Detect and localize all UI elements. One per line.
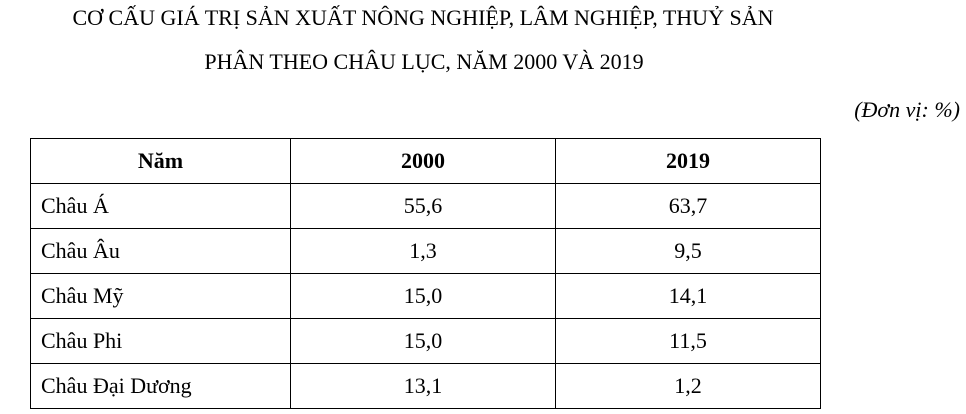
cell: 1,2	[555, 363, 821, 409]
cell: 63,7	[555, 183, 821, 229]
cell: 55,6	[290, 183, 556, 229]
header-row: Năm 2000 2019	[30, 138, 821, 184]
row-label: Châu Đại Dương	[30, 363, 291, 409]
cell: 13,1	[290, 363, 556, 409]
title: PHÂN THEO CHÂU LỤC, NĂM 2000 VÀ 2019	[204, 49, 644, 74]
cell: 11,5	[555, 318, 821, 364]
row-label: Châu Á	[30, 183, 291, 229]
table-row: Châu Âu 1,3 9,5	[30, 228, 821, 274]
cell: 9,5	[555, 228, 821, 274]
table-row: Châu Mỹ 15,0 14,1	[30, 273, 821, 319]
row-label: Châu Âu	[30, 228, 291, 274]
row-label: Châu Mỹ	[30, 273, 291, 319]
cell: 15,0	[290, 273, 556, 319]
cell: 14,1	[555, 273, 821, 319]
column-header: 2000	[290, 138, 556, 184]
column-header: Năm	[30, 138, 291, 184]
unit-note: (Đơn vị: %)	[854, 97, 960, 122]
table-row: Châu Đại Dương 13,1 1,2	[30, 363, 821, 409]
cell: 15,0	[290, 318, 556, 364]
column-header: 2019	[555, 138, 821, 184]
data-table: Năm 2000 2019 Châu Á 55,6 63,7 Châu Âu 1,3 9,5 C…	[30, 138, 821, 409]
table-row: Châu Phi 15,0 11,5	[30, 318, 821, 364]
table-body: Châu Á 55,6 63,7 Châu Âu 1,3 9,5 Châu Mỹ 15,0 14…	[30, 183, 821, 409]
row-label: Châu Phi	[30, 318, 291, 364]
table-row: Châu Á 55,6 63,7	[30, 183, 821, 229]
cell: 1,3	[290, 228, 556, 274]
title: CƠ CẤU GIÁ TRỊ SẢN XUẤT NÔNG NGHIỆP, LÂM…	[72, 5, 774, 30]
